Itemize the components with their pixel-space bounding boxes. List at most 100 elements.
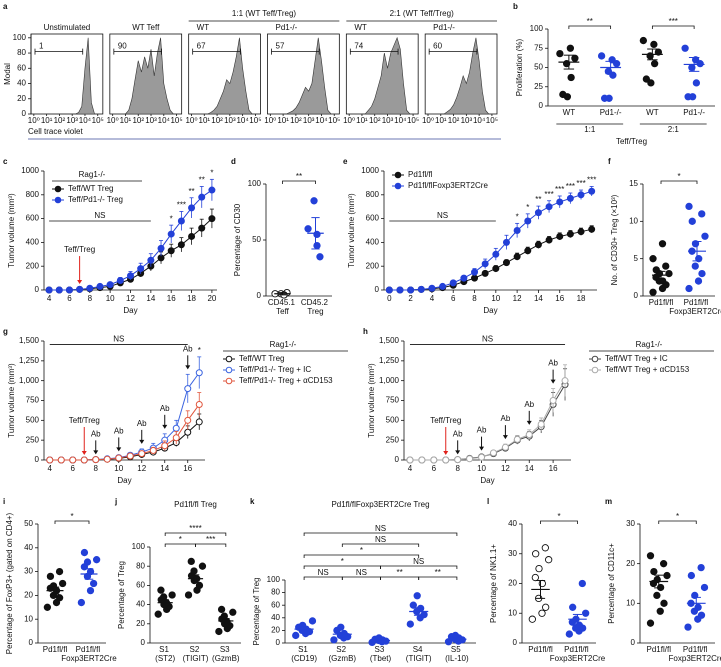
- legend-label: Pd1fl/fl: [408, 170, 433, 179]
- data-point: [172, 434, 180, 442]
- data-point: [556, 232, 564, 240]
- data-point: [698, 269, 706, 278]
- significance-bracket: [303, 532, 458, 536]
- y-tick-label: 100: [248, 179, 262, 188]
- significance-label: **: [199, 176, 205, 185]
- data-point: [92, 556, 101, 564]
- data-point: [524, 247, 532, 255]
- significance-label: ***: [576, 179, 585, 188]
- y-tick-label: 1,000: [19, 376, 40, 385]
- x-tick-label: 4: [430, 294, 435, 303]
- data-point: [45, 286, 53, 294]
- ns-label: NS: [94, 211, 105, 220]
- y-tick-label: 10: [24, 614, 33, 623]
- antibody-label: Ab: [91, 429, 101, 438]
- data-point: [103, 455, 111, 463]
- significance-bracket: [380, 576, 420, 580]
- y-tick-label: 60: [136, 581, 145, 590]
- y-tick-label: 800: [26, 190, 40, 199]
- y-tick-label: 50: [24, 519, 33, 528]
- data-point: [649, 288, 657, 296]
- x-tick-label: 4: [48, 464, 53, 473]
- data-point: [492, 265, 500, 273]
- data-point: [76, 285, 84, 293]
- data-point: [685, 202, 693, 211]
- data-point: [220, 612, 228, 620]
- data-point: [138, 450, 146, 458]
- data-point: [605, 94, 613, 102]
- data-point: [654, 48, 663, 56]
- data-point: [502, 259, 510, 267]
- x-axis-label: Day: [483, 306, 497, 315]
- x-tick-label: 10²: [369, 116, 381, 125]
- significance-label: NS: [375, 524, 386, 533]
- gate-value: 1: [39, 42, 44, 51]
- data-point: [650, 60, 659, 68]
- data-point: [168, 591, 176, 599]
- x-tick-label: 10⁵: [328, 116, 340, 125]
- panel-label: j: [114, 497, 117, 506]
- data-point: [541, 544, 549, 552]
- y-tick-label: 20: [508, 579, 517, 588]
- data-point: [691, 262, 699, 270]
- x-tick-label: 10¹: [435, 116, 447, 125]
- y-tick-label: 10: [629, 216, 638, 225]
- x-tick-label: 10³: [224, 116, 236, 125]
- data-point: [92, 456, 100, 464]
- x-tick-label: 16: [549, 464, 558, 473]
- y-axis-label: Percentage of Treg: [252, 577, 261, 645]
- data-point: [80, 548, 89, 557]
- panel-label: f: [608, 157, 611, 166]
- antibody-label: Ab: [500, 414, 510, 423]
- y-tick-label: 0: [276, 638, 281, 647]
- significance-label: ***: [544, 190, 553, 199]
- gate-value: 57: [276, 42, 285, 51]
- significance-label: *: [341, 557, 344, 566]
- x-tick-label: 10⁴: [473, 116, 486, 125]
- panel-label: c: [3, 157, 8, 166]
- y-tick-label: 75: [534, 43, 543, 52]
- data-point: [406, 456, 414, 464]
- data-point: [55, 567, 64, 576]
- y-tick-label: 1000: [361, 166, 379, 175]
- data-point: [663, 571, 671, 580]
- x-tick-label: 8: [88, 294, 93, 303]
- y-tick-label: 750: [26, 396, 40, 405]
- data-point: [188, 204, 196, 212]
- data-point: [660, 599, 668, 607]
- x-tick-label: 12: [513, 294, 522, 303]
- antibody-label: Ab: [183, 344, 193, 353]
- antibody-label: Ab: [114, 427, 124, 436]
- significance-label: *: [526, 203, 529, 212]
- y-tick-label: 100: [132, 542, 146, 551]
- significance-bracket: [651, 25, 695, 29]
- data-point: [687, 571, 696, 580]
- significance-label: **: [535, 195, 541, 204]
- data-point: [420, 611, 428, 619]
- significance-bracket: [54, 520, 90, 524]
- data-point: [417, 285, 425, 293]
- x-tick-label: 6: [451, 294, 456, 303]
- significance-label: *: [198, 346, 201, 355]
- data-point: [582, 609, 590, 617]
- y-tick-label: 0: [141, 638, 146, 647]
- x-tick-label: 10⁰: [343, 116, 355, 125]
- gate-value: 74: [354, 42, 363, 51]
- x-tick-label: 10³: [66, 116, 78, 125]
- significance-label: *: [516, 212, 519, 221]
- data-point: [545, 236, 553, 244]
- y-tick-label: 200: [26, 261, 40, 270]
- y-tick-label: 600: [26, 214, 40, 223]
- data-point: [685, 284, 693, 293]
- group-label: 2:1: [668, 125, 680, 134]
- data-point: [542, 603, 550, 611]
- data-point: [337, 623, 345, 631]
- data-point: [407, 286, 415, 294]
- data-point: [569, 603, 577, 611]
- x-tick-label: Pd1fl/fl: [649, 298, 674, 307]
- data-point: [418, 456, 426, 464]
- data-point: [167, 230, 175, 238]
- significance-label: **: [188, 187, 194, 196]
- x-tick-label: 10⁰: [28, 116, 40, 125]
- y-tick-label: 750: [386, 396, 400, 405]
